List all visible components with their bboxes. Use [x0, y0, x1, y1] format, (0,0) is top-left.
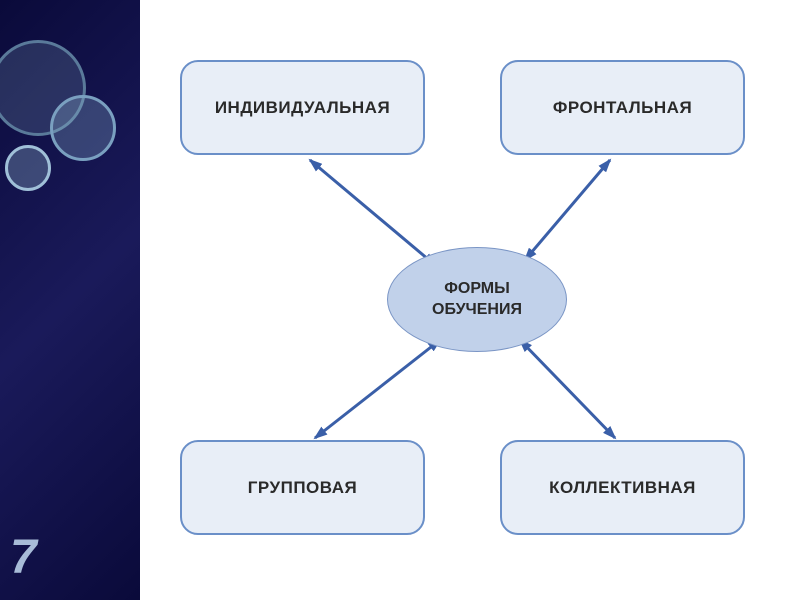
slide: 7 ФОРМЫОБУЧЕНИЯ ИНДИВИДУАЛЬНАЯ ФРОНТАЛЬН…	[0, 0, 800, 600]
node-label: ФРОНТАЛЬНАЯ	[553, 98, 692, 118]
node-label: КОЛЛЕКТИВНАЯ	[549, 478, 696, 498]
diagram-canvas: ФОРМЫОБУЧЕНИЯ ИНДИВИДУАЛЬНАЯ ФРОНТАЛЬНАЯ…	[140, 0, 800, 600]
edge-arrow	[315, 340, 440, 438]
decor-circle	[5, 145, 51, 191]
edge-arrow	[525, 160, 610, 260]
node-bottom-left: ГРУППОВАЯ	[180, 440, 425, 535]
page-number: 7	[10, 530, 37, 585]
edge-arrow	[520, 340, 615, 438]
center-label: ФОРМЫОБУЧЕНИЯ	[432, 279, 522, 321]
sidebar-decoration: 7	[0, 0, 140, 600]
node-top-left: ИНДИВИДУАЛЬНАЯ	[180, 60, 425, 155]
center-node: ФОРМЫОБУЧЕНИЯ	[387, 247, 567, 352]
node-label: ИНДИВИДУАЛЬНАЯ	[215, 98, 390, 118]
node-top-right: ФРОНТАЛЬНАЯ	[500, 60, 745, 155]
decor-circle	[50, 95, 116, 161]
node-bottom-right: КОЛЛЕКТИВНАЯ	[500, 440, 745, 535]
edge-arrow	[310, 160, 435, 265]
node-label: ГРУППОВАЯ	[248, 478, 357, 498]
